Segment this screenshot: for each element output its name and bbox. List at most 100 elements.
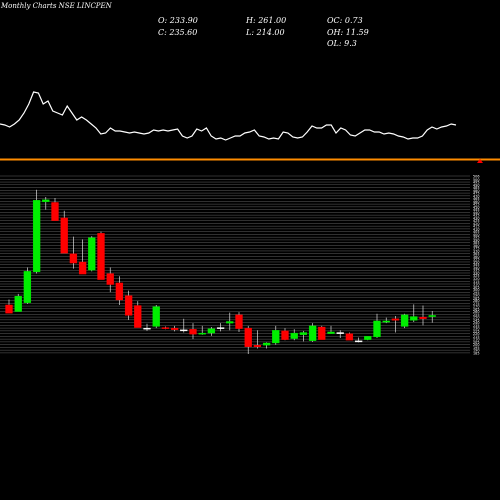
candle: [382, 317, 390, 324]
candle: [78, 239, 87, 275]
candle-body: [51, 202, 59, 221]
candle: [235, 312, 243, 332]
candle-body: [60, 217, 68, 254]
candle-body: [106, 273, 114, 285]
candle: [180, 318, 188, 333]
y-tick-label: 340: [473, 266, 479, 270]
candle: [345, 332, 354, 341]
candles: [5, 189, 436, 354]
y-tick-label: 460: [473, 200, 479, 204]
candle: [290, 329, 298, 341]
candle-body: [23, 271, 32, 303]
y-tick-label: 495: [473, 181, 479, 185]
candle: [32, 189, 41, 274]
y-tick-label: 425: [473, 219, 479, 223]
y-tick-label: 290: [473, 294, 479, 298]
ohlc-oc: OC: 0.73: [327, 16, 363, 25]
y-tick-label: 280: [473, 299, 479, 303]
candle: [106, 267, 114, 293]
candle: [14, 293, 22, 312]
y-tick-label: 250: [473, 316, 479, 320]
y-tick-label: 415: [473, 225, 479, 229]
y-tick-label: 260: [473, 310, 479, 314]
y-tick-label: 470: [473, 194, 479, 198]
candle-body: [253, 345, 262, 347]
y-tick-label: 375: [473, 247, 479, 251]
candle-body: [161, 327, 170, 329]
candle: [272, 325, 280, 345]
y-tick-label: 310: [473, 283, 479, 287]
y-tick-label: 370: [473, 249, 479, 253]
candle-body: [14, 295, 22, 312]
ohlc-open: O: 233.90: [158, 16, 198, 25]
candle-body: [410, 316, 418, 321]
candle-body: [299, 332, 308, 335]
candle: [318, 325, 326, 340]
y-tick-label: 410: [473, 227, 479, 231]
y-tick-label: 265: [473, 307, 479, 311]
candle-body: [216, 327, 225, 329]
candle: [327, 325, 335, 334]
candle-body: [198, 332, 206, 335]
candle: [281, 328, 289, 341]
candle-body: [207, 328, 216, 334]
candle: [69, 236, 78, 269]
y-tick-label: 365: [473, 252, 479, 256]
candle-body: [69, 253, 78, 264]
y-tick-label: 325: [473, 274, 479, 278]
candle: [115, 276, 124, 305]
candle: [354, 337, 363, 343]
candle-body: [97, 233, 105, 280]
y-axis: 5065004954904854804754704654604554504454…: [473, 175, 479, 356]
y-tick-label: 400: [473, 233, 479, 237]
candle: [226, 312, 234, 331]
candle: [198, 325, 206, 335]
y-tick-label: 205: [473, 340, 479, 344]
y-tick-label: 480: [473, 189, 479, 193]
y-tick-label: 240: [473, 321, 479, 325]
candle-body: [32, 200, 41, 273]
candle-body: [180, 329, 188, 332]
y-tick-label: 445: [473, 208, 479, 212]
candle: [88, 236, 96, 272]
y-tick-label: 195: [473, 346, 479, 350]
candle-body: [235, 314, 243, 329]
y-tick-label: 355: [473, 258, 479, 262]
y-tick-label: 485: [473, 186, 479, 190]
divider-arrow-icon: [477, 159, 483, 163]
candle-body: [152, 306, 160, 327]
ohlc-close: C: 235.60: [158, 28, 198, 37]
y-tick-label: 285: [473, 296, 479, 300]
candle-body: [419, 316, 427, 319]
candle: [124, 290, 133, 320]
candle: [42, 196, 50, 210]
y-tick-label: 295: [473, 291, 479, 295]
candle: [189, 323, 197, 340]
candle: [60, 210, 68, 254]
y-tick-label: 245: [473, 318, 479, 322]
y-tick-label: 455: [473, 203, 479, 207]
y-tick-label: 220: [473, 332, 479, 336]
candle: [216, 323, 225, 332]
ohlc-ol: OL: 9.3: [327, 39, 357, 48]
price-grid: [0, 175, 470, 354]
candle: [336, 330, 344, 339]
chart-title: Monthly Charts NSE LINCPEN: [1, 2, 112, 10]
candle: [97, 231, 105, 280]
candle-body: [88, 237, 96, 271]
candle: [143, 323, 151, 331]
y-tick-label: 450: [473, 205, 479, 209]
candle: [308, 323, 317, 342]
y-tick-label: 350: [473, 260, 479, 264]
y-tick-label: 330: [473, 271, 479, 275]
y-tick-label: 475: [473, 192, 479, 196]
y-tick-label: 395: [473, 236, 479, 240]
y-tick-label: 390: [473, 238, 479, 242]
y-tick-label: 435: [473, 214, 479, 218]
candle: [244, 325, 252, 354]
y-tick-label: 210: [473, 338, 479, 342]
candle-body: [5, 304, 13, 314]
candle-body: [262, 342, 271, 346]
candle-body: [327, 331, 335, 334]
